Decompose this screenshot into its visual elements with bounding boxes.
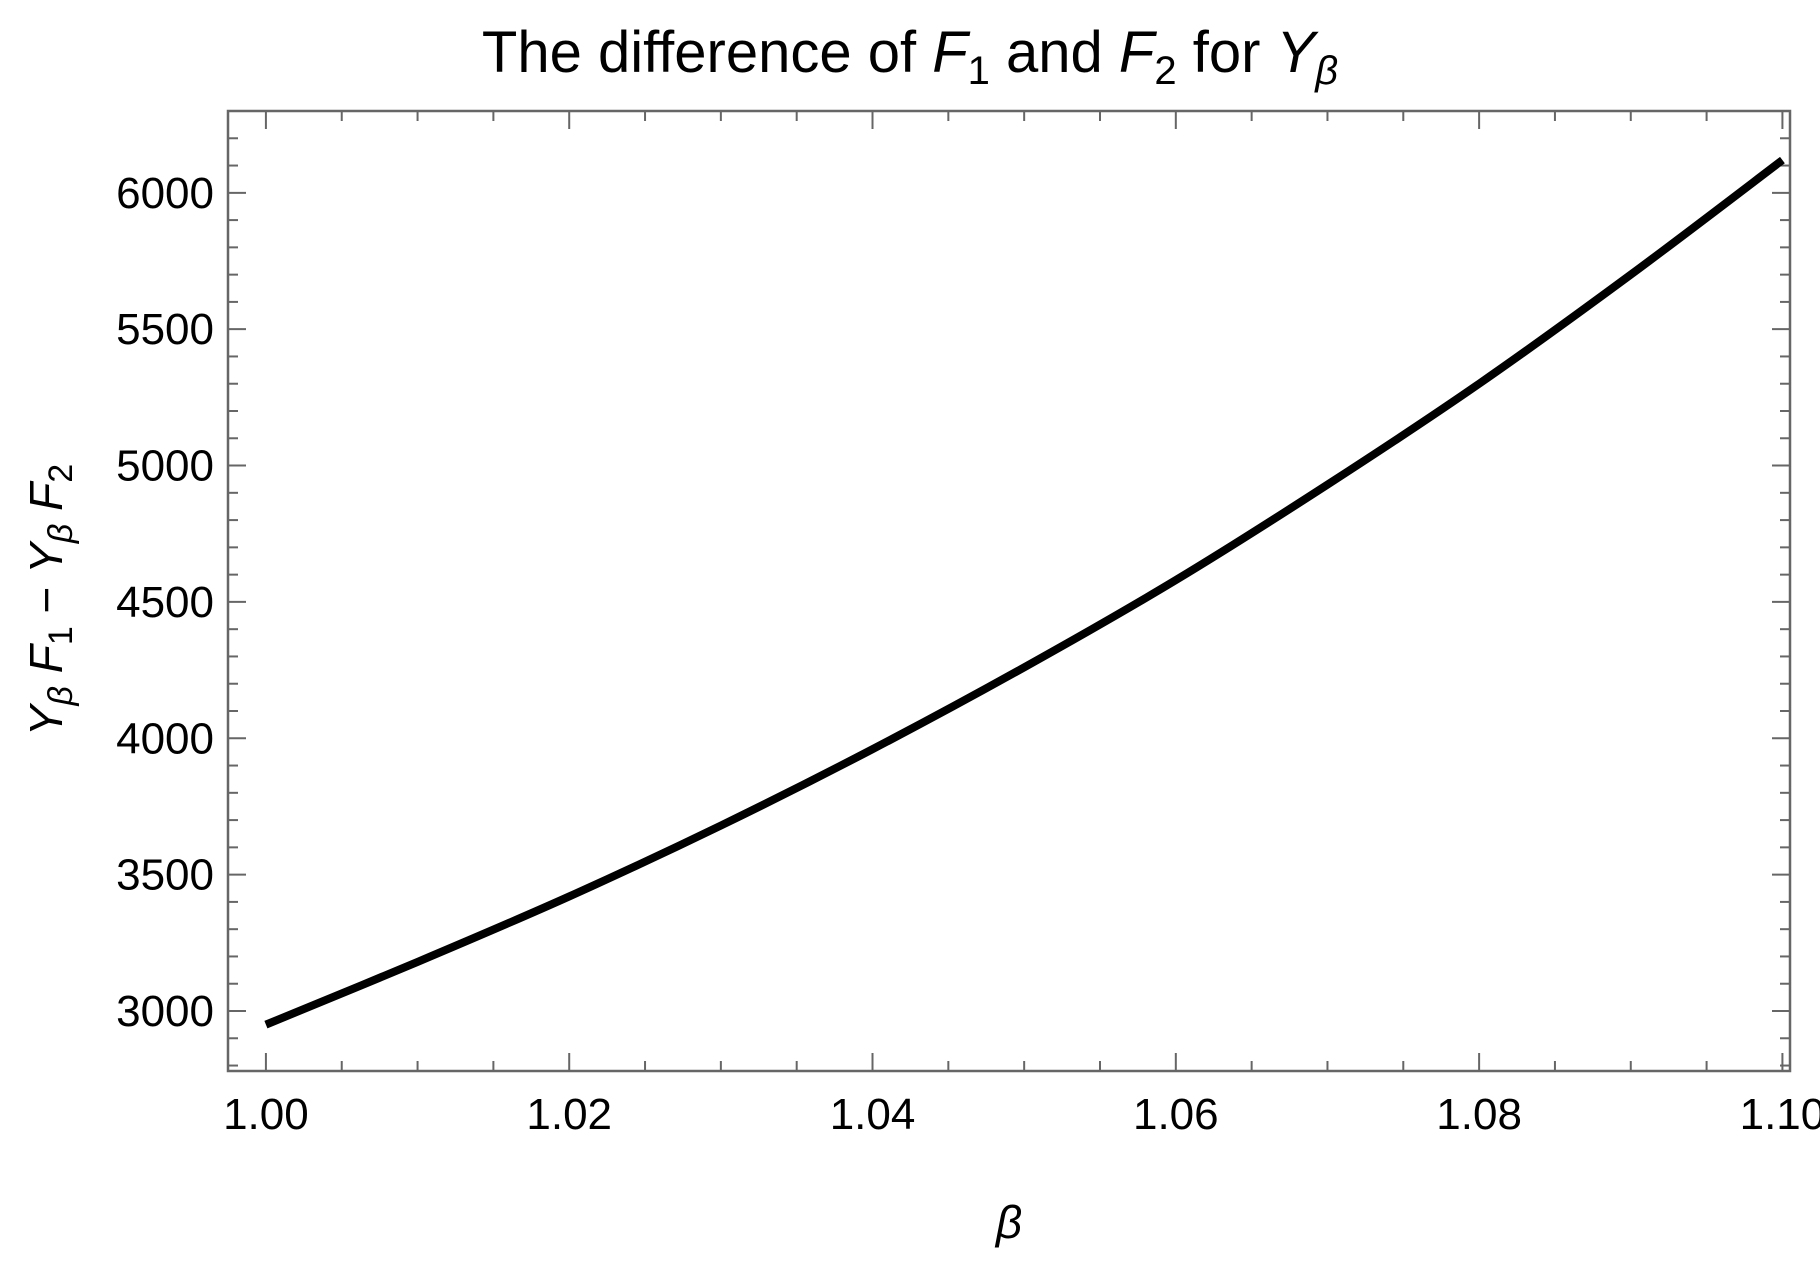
x-tick-label: 1.04 <box>830 1090 916 1139</box>
x-axis-label: β <box>994 1196 1022 1248</box>
tick-labels: 1.00 1.02 1.04 1.06 1.08 1.10 3000 3500 4000 4500… <box>116 169 1820 1139</box>
chart-title: The difference of F1 and F2 for Yβ <box>482 20 1338 93</box>
x-tick-label: 1.10 <box>1740 1090 1820 1139</box>
x-tick-label: 1.00 <box>223 1090 309 1139</box>
x-tick-label: 1.02 <box>526 1090 612 1139</box>
y-axis-label: Yβ F1 − Yβ F2 <box>20 464 80 736</box>
x-tick-label: 1.06 <box>1133 1090 1219 1139</box>
axis-ticks <box>228 110 1790 1071</box>
y-tick-label: 4500 <box>116 578 214 627</box>
y-tick-label: 5500 <box>116 305 214 354</box>
y-tick-label: 4000 <box>116 714 214 763</box>
y-tick-label: 5000 <box>116 442 214 491</box>
y-tick-label: 6000 <box>116 169 214 218</box>
y-tick-label: 3500 <box>116 851 214 900</box>
series-layer <box>264 156 1785 1029</box>
y-tick-label: 3000 <box>116 987 214 1036</box>
x-tick-label: 1.08 <box>1436 1090 1522 1139</box>
series-line <box>264 156 1785 1029</box>
plot-frame <box>226 109 1792 1073</box>
